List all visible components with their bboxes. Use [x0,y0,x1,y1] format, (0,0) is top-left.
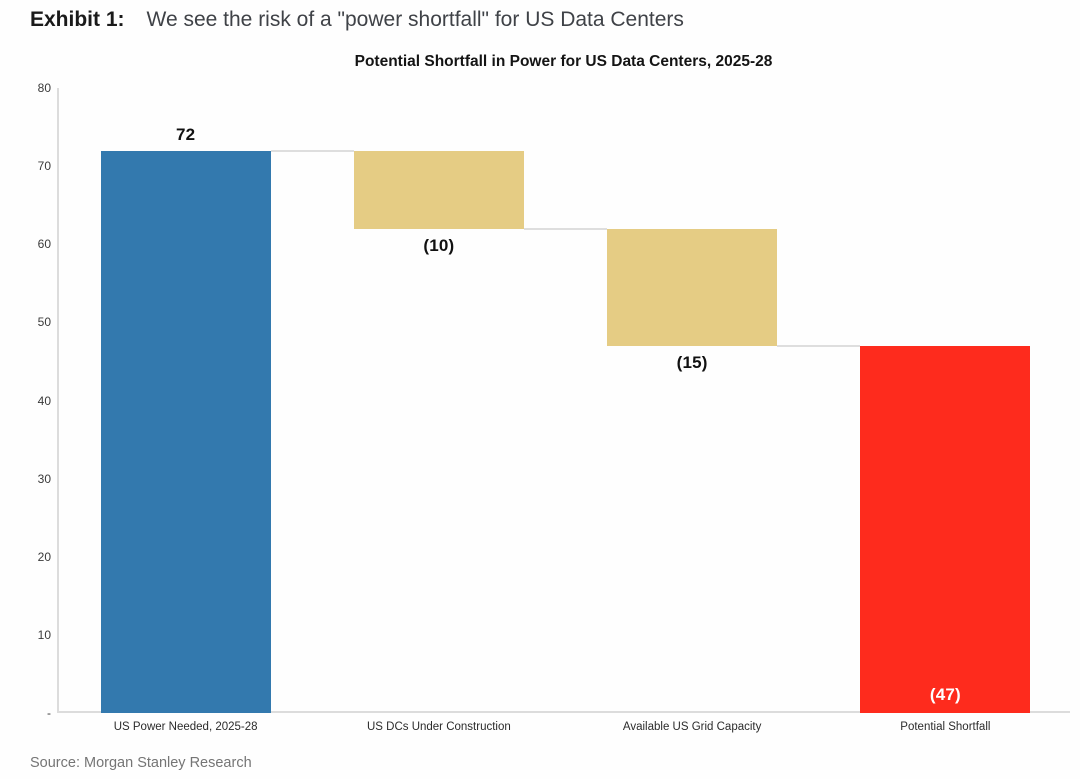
bar-value-label: (15) [676,352,708,372]
y-axis-tick-label: - [47,706,51,720]
bar-value-label: (47) [929,685,961,704]
y-axis-tick-label: 70 [37,159,51,174]
waterfall-bar [860,345,1031,713]
bar-value-label: 72 [175,124,196,144]
x-axis-label: US DCs Under Construction [366,721,511,733]
x-axis-label: US Power Needed, 2025-28 [113,721,258,733]
y-axis-tick-label: 50 [37,315,51,330]
y-axis-tick-label: 10 [37,627,51,642]
waterfall-bar [100,150,271,713]
y-axis-tick-label: 40 [37,393,51,408]
connector-line [270,149,354,152]
connector-line [777,344,861,347]
x-axis-label: Potential Shortfall [900,721,991,733]
waterfall-bar [353,150,524,229]
waterfall-bar [607,228,778,346]
connector-line [523,227,608,230]
source-note: Source: Morgan Stanley Research [30,755,252,771]
exhibit-title: We see the risk of a "power shortfall" f… [146,8,684,31]
exhibit-header: Exhibit 1: We see the risk of a "power sh… [30,8,684,32]
y-axis-tick-label: 20 [37,549,51,564]
x-axis-label: Available US Grid Capacity [622,721,762,733]
bar-value-label: (10) [423,235,455,255]
y-axis-tick-label: 30 [37,471,51,486]
y-axis-tick-label: 60 [37,237,51,252]
y-axis-tick-label: 80 [37,81,51,95]
plot-area: 80 70 60 50 40 30 20 10 - 72 US Power Needed, 2025… [38,81,1070,733]
exhibit-label: Exhibit 1: [30,8,125,31]
chart-title: Potential Shortfall in Power for US Data… [354,53,773,70]
